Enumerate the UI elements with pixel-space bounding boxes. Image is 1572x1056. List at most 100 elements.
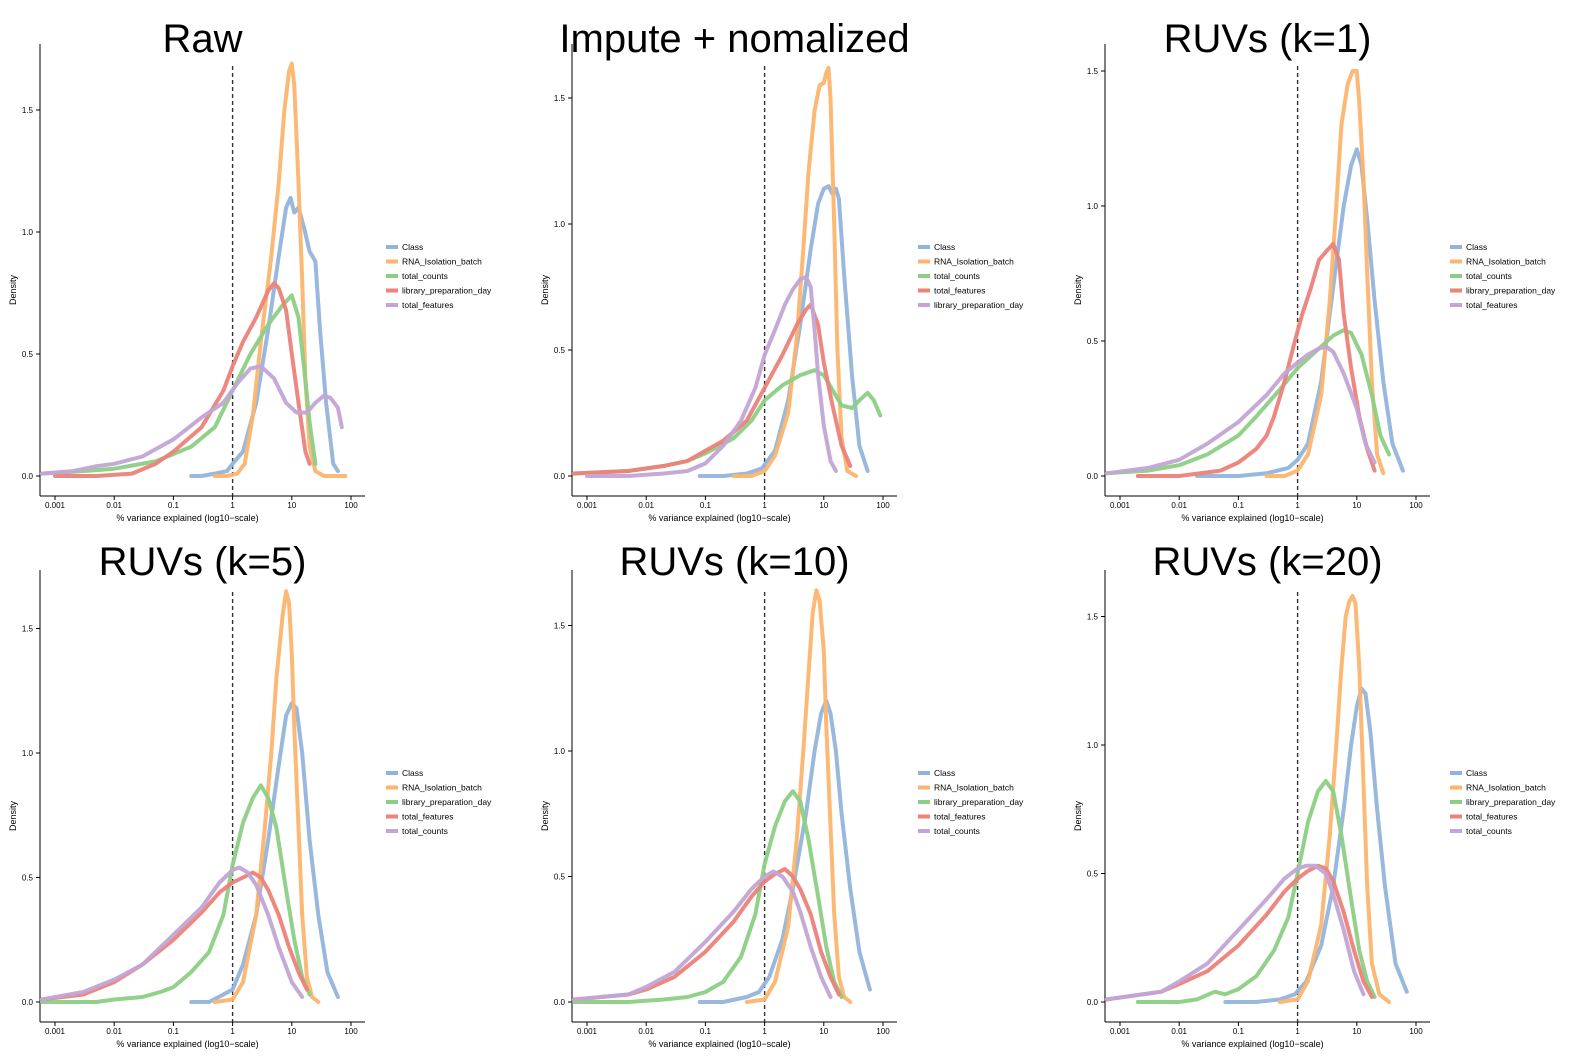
x-tick-label: 0.01	[106, 501, 122, 510]
series-line-class	[697, 698, 872, 1004]
y-tick-label: 1.5	[22, 106, 34, 115]
x-tick-label: 0.01	[106, 1027, 122, 1036]
legend: Class RNA_Isolation_batch library_preparat…	[1450, 768, 1556, 836]
legend: Class RNA_Isolation_batch library_preparat…	[386, 768, 492, 836]
series-line-total-counts	[39, 293, 318, 476]
series-line-rna-isolation-batch	[212, 589, 321, 1004]
x-tick-label: 0.01	[638, 501, 654, 510]
x-tick-label: 100	[344, 501, 358, 510]
series-line-rna-isolation-batch	[744, 588, 853, 1004]
series-line-total-features	[1104, 344, 1377, 476]
x-axis-label: % variance explained (log10−scale)	[1181, 1039, 1323, 1049]
y-tick-label: 1.0	[554, 220, 566, 229]
legend-label: Class	[934, 242, 955, 252]
x-tick-label: 0.001	[1110, 1027, 1131, 1036]
y-tick-label: 0.5	[554, 873, 566, 882]
legend-label: RNA_Isolation_batch	[402, 257, 482, 267]
legend-label: total_features	[1466, 812, 1518, 822]
y-tick-label: 1.0	[1087, 202, 1099, 211]
x-tick-label: 0.01	[1171, 501, 1187, 510]
x-tick-label: 10	[819, 1027, 828, 1036]
y-tick-label: 0.5	[22, 350, 34, 359]
y-tick-label: 1.0	[554, 747, 566, 756]
panel-2: Impute + nomalized 0.0 0.5 1.0 1.5 0.001 0.01 0…	[540, 17, 1024, 523]
series-line-class	[189, 701, 340, 1004]
legend-label: Class	[934, 768, 955, 778]
x-tick-label: 10	[819, 501, 828, 510]
panel-title: RUVs (k=20)	[1152, 540, 1382, 584]
panel-title: RUVs (k=10)	[619, 540, 849, 584]
x-tick-label: 0.001	[577, 1027, 598, 1036]
legend-label: RNA_Isolation_batch	[1466, 783, 1546, 793]
series-line-library-preparation-day	[585, 274, 838, 478]
legend-label: Class	[402, 242, 423, 252]
legend: Class RNA_Isolation_batch total_countslibr…	[386, 242, 492, 310]
x-tick-label: 0.001	[1110, 501, 1131, 510]
x-tick-label: 0.01	[1171, 1027, 1187, 1036]
y-tick-label: 1.5	[1087, 613, 1099, 622]
legend-label: total_counts	[1466, 826, 1512, 836]
series-line-rna-isolation-batch	[212, 61, 348, 478]
y-tick-label: 0.0	[22, 472, 34, 481]
series-line-total-features	[571, 302, 853, 476]
series-line-library-preparation-day	[39, 783, 312, 1004]
y-tick-label: 0.5	[554, 346, 566, 355]
legend: Class RNA_Isolation_batch total_countslibr…	[1450, 242, 1556, 310]
panel-title: Raw	[162, 17, 242, 61]
x-tick-label: 100	[344, 1027, 358, 1036]
x-tick-label: 100	[1409, 1027, 1423, 1036]
x-tick-label: 10	[1352, 501, 1361, 510]
series-line-total-features	[1104, 863, 1374, 1002]
y-tick-label: 0.5	[22, 874, 34, 883]
x-axis-label: % variance explained (log10−scale)	[648, 1039, 790, 1049]
y-tick-label: 1.5	[554, 622, 566, 631]
legend-label: library_preparation_day	[934, 797, 1024, 807]
legend-label: total_features	[402, 300, 454, 310]
panel-1: Raw 0.0 0.5 1.0 1.5 0.001 0.01 0.1 1 10 100 % varia…	[8, 17, 492, 523]
legend-label: Class	[402, 768, 423, 778]
legend-label: Class	[1466, 242, 1487, 252]
legend-label: total_counts	[934, 826, 980, 836]
series-line-rna-isolation-batch	[1277, 593, 1391, 1004]
x-tick-label: 1	[1295, 1027, 1300, 1036]
series-line-total-counts	[1104, 863, 1366, 1002]
x-tick-label: 1	[762, 501, 767, 510]
legend-label: library_preparation_day	[402, 797, 492, 807]
legend: Class RNA_Isolation_batch library_preparat…	[918, 768, 1024, 836]
x-tick-label: 100	[876, 501, 890, 510]
legend-label: total_counts	[1466, 271, 1512, 281]
y-tick-label: 0.0	[1087, 998, 1099, 1007]
legend: Class RNA_Isolation_batch total_countstota…	[918, 242, 1024, 310]
series-line-class	[1195, 147, 1405, 478]
legend-label: library_preparation_day	[1466, 286, 1556, 296]
y-tick-label: 0.5	[1087, 337, 1099, 346]
x-tick-label: 1	[230, 501, 235, 510]
series-line-library-preparation-day	[53, 281, 312, 478]
x-tick-label: 0.1	[168, 501, 180, 510]
x-tick-label: 0.01	[638, 1027, 654, 1036]
series-line-class	[1223, 686, 1409, 1004]
x-tick-label: 0.001	[577, 501, 598, 510]
legend-label: total_features	[1466, 300, 1518, 310]
y-tick-label: 1.5	[22, 625, 34, 634]
series-line-library-preparation-day	[1135, 241, 1377, 478]
y-tick-label: 0.0	[554, 472, 566, 481]
legend-label: RNA_Isolation_batch	[1466, 257, 1546, 267]
legend-label: library_preparation_day	[1466, 797, 1556, 807]
x-axis-label: % variance explained (log10−scale)	[116, 1039, 258, 1049]
x-tick-label: 0.1	[700, 501, 712, 510]
panel-6: RUVs (k=20) 0.0 0.5 1.0 1.5 0.001 0.01 0.1 1 10 10…	[1073, 540, 1556, 1049]
y-tick-label: 1.0	[22, 228, 34, 237]
x-tick-label: 100	[876, 1027, 890, 1036]
x-tick-label: 1	[230, 1027, 235, 1036]
x-tick-label: 0.1	[168, 1027, 180, 1036]
y-tick-label: 1.5	[554, 94, 566, 103]
y-axis-label: Density	[1073, 800, 1083, 831]
x-axis-label: % variance explained (log10−scale)	[648, 513, 790, 523]
y-tick-label: 1.0	[22, 749, 34, 758]
series-line-rna-isolation-batch	[731, 65, 858, 478]
legend-label: total_counts	[402, 826, 448, 836]
series-line-total-counts	[1104, 328, 1391, 476]
legend-label: total_counts	[402, 271, 448, 281]
panel-title: RUVs (k=1)	[1164, 17, 1372, 61]
